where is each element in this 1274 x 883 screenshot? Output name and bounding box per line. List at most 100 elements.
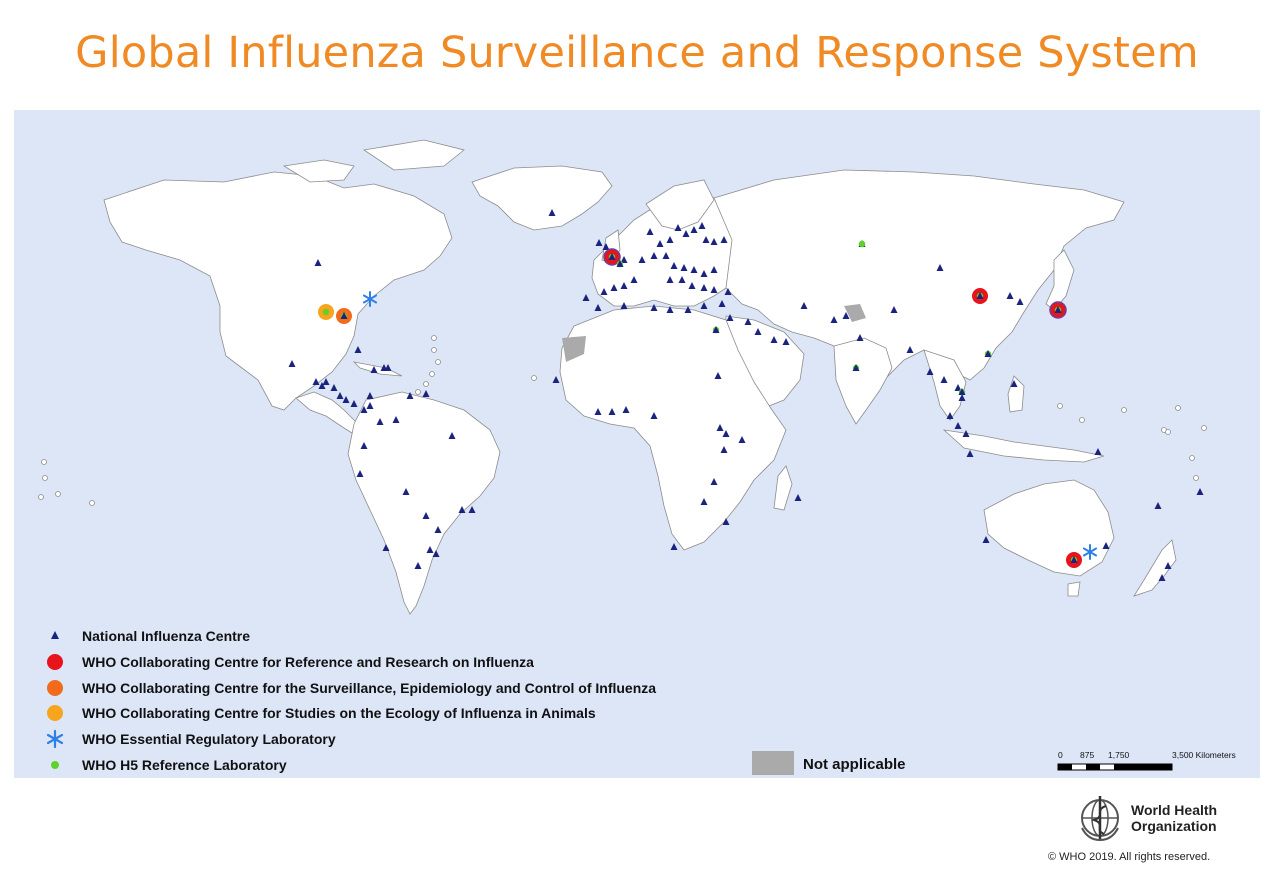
arctic-islands-shape [282, 159, 355, 183]
nic-marker [680, 264, 688, 271]
org-name-line2: Organization [1131, 818, 1217, 834]
nic-marker [422, 390, 430, 397]
nic-marker [722, 518, 730, 525]
nic-marker [666, 306, 674, 313]
nic-marker [330, 384, 338, 391]
nic-marker [926, 368, 934, 375]
nic-marker [1154, 502, 1162, 509]
legend-label: WHO Collaborating Centre for Studies on … [82, 705, 596, 721]
arctic-islands-shape-2 [362, 139, 465, 171]
not-applicable-swatch [752, 751, 794, 775]
nic-marker [1070, 556, 1078, 563]
nic-marker [670, 262, 678, 269]
nic-marker [724, 288, 732, 295]
kashmir-region [844, 304, 866, 322]
nic-marker [392, 416, 400, 423]
nic-marker [366, 392, 374, 399]
nic-marker [710, 266, 718, 273]
nic-marker [370, 366, 378, 373]
nic-marker [698, 222, 706, 229]
nic-marker [682, 230, 690, 237]
nic-marker [354, 346, 362, 353]
map-title: Global Influenza Surveillance and Respon… [75, 28, 1199, 78]
nic-marker [1016, 298, 1024, 305]
africa-shape [559, 305, 787, 551]
nic-marker [458, 506, 466, 513]
nic-marker [414, 562, 422, 569]
nic-marker [1196, 488, 1204, 495]
nic-marker [360, 442, 368, 449]
who-emblem-icon [1081, 796, 1119, 842]
nic-marker [982, 536, 990, 543]
nic-marker [936, 264, 944, 271]
nic-marker [800, 302, 808, 309]
nic-marker [638, 256, 646, 263]
nic-marker [610, 284, 618, 291]
nic-marker [1010, 380, 1018, 387]
nic-marker [608, 253, 616, 260]
legend-item-cc-surveillance: WHO Collaborating Centre for the Surveil… [44, 678, 656, 698]
h5-lab-marker [322, 308, 330, 316]
south-america-shape [347, 391, 501, 615]
green-dot-icon [44, 755, 66, 775]
nic-marker [700, 498, 708, 505]
nic-marker [318, 382, 326, 389]
nic-marker [594, 304, 602, 311]
nic-marker [582, 294, 590, 301]
nic-marker [366, 402, 374, 409]
nic-marker [314, 259, 322, 266]
legend-label: National Influenza Centre [82, 628, 251, 644]
nic-marker [1094, 448, 1102, 455]
nic-marker [700, 302, 708, 309]
nic-marker [842, 312, 850, 319]
nic-marker [630, 276, 638, 283]
nic-marker [406, 392, 414, 399]
nic-marker [620, 282, 628, 289]
nic-marker [714, 372, 722, 379]
nic-marker [958, 394, 966, 401]
nic-marker [830, 316, 838, 323]
nic-marker [602, 243, 610, 250]
nic-marker [726, 314, 734, 321]
nic-marker [794, 494, 802, 501]
nic-marker [940, 376, 948, 383]
nic-marker [688, 282, 696, 289]
scale-bar-graphic [1057, 763, 1173, 771]
north-america-shape [103, 171, 453, 411]
indonesia-shape [942, 429, 1105, 463]
nic-marker [722, 430, 730, 437]
scale-tick-label: 0 [1058, 750, 1063, 760]
nic-marker [984, 350, 992, 357]
nic-marker [620, 302, 628, 309]
not-applicable-label: Not applicable [803, 756, 906, 773]
red-circle-icon [44, 652, 66, 672]
philippines-shape [1007, 375, 1025, 413]
caribbean-shape [352, 361, 403, 377]
nic-marker [738, 436, 746, 443]
nic-marker [966, 450, 974, 457]
nic-marker [674, 224, 682, 231]
nic-marker [720, 236, 728, 243]
nic-marker [336, 392, 344, 399]
legend-item-h5: WHO H5 Reference Laboratory [44, 755, 287, 775]
nic-marker [548, 209, 556, 216]
nic-marker [700, 284, 708, 291]
nic-marker [448, 432, 456, 439]
nic-marker [890, 306, 898, 313]
nic-marker [434, 526, 442, 533]
nic-marker [1006, 292, 1014, 299]
nic-marker [678, 276, 686, 283]
nic-marker [690, 226, 698, 233]
nic-marker [312, 378, 320, 385]
nic-marker [342, 396, 350, 403]
nic-marker [710, 286, 718, 293]
southeast-asia-shape [923, 349, 967, 421]
nic-marker [650, 252, 658, 259]
nic-marker [422, 512, 430, 519]
nic-marker [650, 304, 658, 311]
copyright-notice: © WHO 2019. All rights reserved. [1048, 851, 1211, 863]
nic-marker [595, 239, 603, 246]
nic-marker [754, 328, 762, 335]
nic-marker [616, 260, 624, 267]
nic-marker [620, 256, 628, 263]
